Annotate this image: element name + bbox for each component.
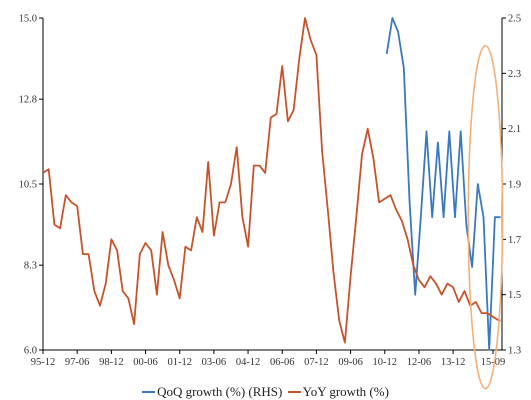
x-tick-label: 12-06 [407,357,432,368]
left-tick-label: 10.5 [19,180,37,191]
plot-frame [42,18,503,351]
x-tick-label: 97-06 [65,357,90,368]
left-axis-ticks: 6.0 8.3 10.5 12.8 15.0 [19,14,43,357]
qoq-growth-line [385,17,501,351]
x-tick-label: 98-12 [99,357,124,368]
right-tick-label: 2.5 [508,14,521,25]
legend: QoQ growth (%) (RHS) YoY growth (%) [0,381,531,400]
right-tick-label: 1.7 [508,235,521,246]
x-tick-label: 03-06 [202,357,227,368]
right-tick-label: 1.9 [508,180,521,191]
legend-swatch-qoq [142,391,156,393]
x-tick-label: 00-06 [133,357,158,368]
x-tick-label: 06-06 [270,357,295,368]
legend-label-qoq: QoQ growth (%) (RHS) [157,384,283,399]
x-tick-label: 09-06 [338,357,363,368]
left-tick-label: 8.3 [24,261,37,272]
legend-swatch-yoy [287,391,301,393]
x-tick-label: 15-09 [481,357,506,368]
x-tick-label: 01-12 [167,357,192,368]
right-tick-label: 1.3 [508,346,521,357]
x-axis-ticks: 95-12 97-06 98-12 00-06 01-12 03-06 04-12 06-06… [31,350,506,368]
x-tick-label: 13-12 [441,357,466,368]
x-tick-label: 07-12 [304,357,329,368]
series-layer [42,17,501,351]
left-tick-label: 6.0 [24,346,37,357]
left-tick-label: 12.8 [19,95,37,106]
left-tick-label: 15.0 [19,14,37,25]
x-tick-label: 10-12 [373,357,398,368]
legend-item-qoq: QoQ growth (%) (RHS) [142,384,282,400]
x-tick-label: 95-12 [31,357,56,368]
yoy-growth-line [42,17,501,344]
highlight-ellipse [467,44,504,390]
right-tick-label: 1.5 [508,290,521,301]
legend-item-yoy: YoY growth (%) [287,384,389,400]
legend-label-yoy: YoY growth (%) [302,384,389,399]
x-tick-label: 04-12 [236,357,261,368]
right-axis-ticks: 1.3 1.5 1.7 1.9 2.1 2.3 2.5 [502,14,521,357]
right-tick-label: 2.3 [508,69,521,80]
annotation-layer [467,44,504,390]
right-tick-label: 2.1 [508,124,521,135]
